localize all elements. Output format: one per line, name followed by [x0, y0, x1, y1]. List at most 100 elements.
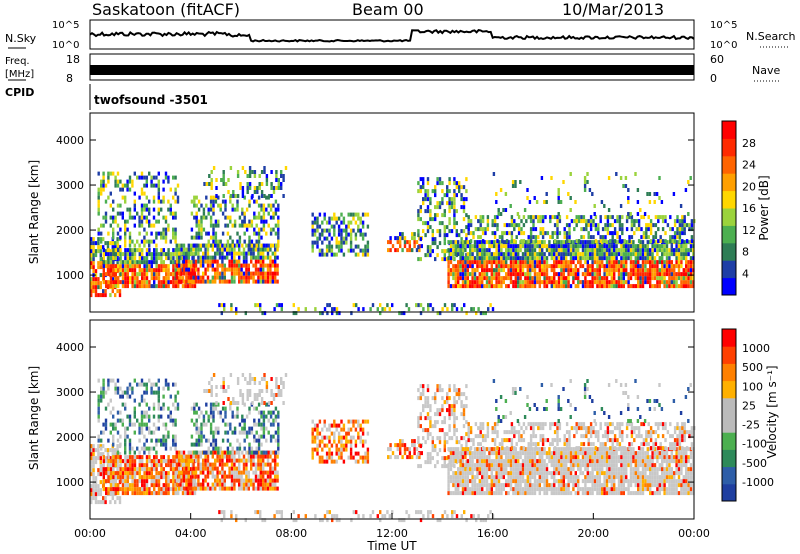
power-cell [126, 248, 129, 253]
power-cell [140, 207, 144, 212]
power-cell [253, 227, 256, 232]
velocity-cell [124, 430, 127, 435]
velocity-cell [202, 422, 206, 427]
power-cell [265, 195, 268, 200]
power-cell [520, 219, 523, 224]
power-cell [347, 220, 350, 225]
power-cell [562, 280, 565, 285]
power-cell [478, 284, 481, 289]
power-cell [269, 215, 273, 220]
power-cell [620, 244, 623, 249]
power-cell [562, 284, 565, 289]
velocity-cell [167, 386, 170, 391]
power-cell [155, 284, 158, 289]
power-cell [401, 248, 404, 253]
power-cell [164, 227, 168, 232]
power-cell [490, 260, 493, 265]
date-label: 10/Mar/2013 [562, 0, 664, 19]
power-cell [598, 260, 601, 265]
power-cell [180, 263, 183, 268]
velocity-cell [255, 438, 258, 443]
power-cell [129, 268, 132, 273]
power-cell [510, 231, 514, 236]
power-cell [218, 303, 221, 308]
velocity-cell [245, 458, 248, 463]
velocity-cell [187, 482, 190, 487]
power-cell [262, 207, 266, 212]
velocity-cell [262, 450, 266, 455]
velocity-cell [162, 422, 165, 427]
velocity-cell [195, 438, 198, 443]
power-cell [683, 231, 686, 236]
velocity-cell [133, 479, 137, 484]
power-cell [207, 211, 210, 216]
power-cell [217, 239, 220, 244]
velocity-cell [282, 381, 285, 385]
velocity-cell [90, 460, 93, 465]
power-cell [675, 260, 678, 265]
power-cell [417, 245, 420, 250]
power-cell [572, 248, 575, 253]
velocity-cell [221, 406, 225, 411]
power-cell [611, 223, 614, 228]
power-cell [529, 215, 533, 220]
power-cell [202, 275, 205, 280]
power-cell [97, 195, 100, 200]
power-cell [205, 215, 208, 220]
velocity-cell [182, 466, 186, 471]
velocity-cell [229, 442, 232, 447]
power-cell [654, 223, 658, 228]
velocity-cell [153, 491, 156, 496]
velocity-cell [155, 463, 158, 468]
velocity-cell [199, 466, 202, 471]
velocity-cell [155, 475, 158, 480]
power-cell [248, 170, 252, 174]
power-cell [335, 307, 339, 312]
velocity-cell [126, 467, 129, 472]
power-cell [366, 244, 370, 249]
velocity-cell [206, 454, 210, 459]
velocity-cell [232, 401, 235, 405]
power-cell [102, 272, 105, 277]
velocity-cell [180, 454, 183, 459]
power-cell [357, 212, 360, 217]
power-cell [653, 268, 657, 273]
power-cell [143, 235, 146, 240]
power-cell [219, 239, 222, 244]
power-cell [199, 247, 202, 252]
power-cell [447, 276, 450, 281]
power-cell [569, 196, 572, 200]
power-cell [676, 219, 679, 224]
power-cell [330, 252, 334, 257]
power-cell [457, 252, 460, 257]
velocity-cell [112, 406, 115, 411]
power-cell [677, 284, 681, 289]
power-cell [102, 237, 105, 242]
velocity-cell [210, 389, 213, 393]
power-cell [429, 249, 432, 254]
velocity-cell [230, 458, 234, 463]
power-cell [131, 183, 134, 188]
velocity-cell [97, 468, 100, 473]
power-cell [536, 264, 539, 269]
power-cell [514, 252, 517, 257]
velocity-cell [140, 414, 144, 419]
velocity-cell [175, 454, 178, 459]
power-cell [148, 171, 151, 176]
velocity-cell [109, 459, 113, 464]
power-cell [233, 271, 236, 276]
power-cell [495, 200, 498, 204]
power-cell [200, 235, 203, 240]
power-cell [133, 171, 136, 176]
power-cell [250, 219, 254, 224]
power-cell [502, 256, 505, 261]
power-cell [264, 279, 267, 284]
power-cell [536, 280, 539, 285]
power-cell [532, 219, 535, 224]
power-cell [117, 264, 120, 269]
power-cell [507, 284, 510, 289]
power-cell [637, 219, 641, 224]
power-cell [143, 284, 146, 289]
power-cell [514, 248, 517, 253]
power-cell [230, 279, 234, 284]
